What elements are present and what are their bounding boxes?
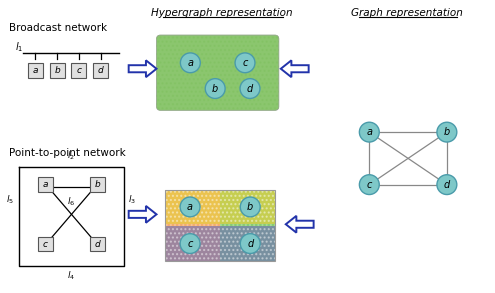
FancyBboxPatch shape xyxy=(94,63,108,78)
Circle shape xyxy=(180,234,200,253)
Text: c: c xyxy=(243,58,248,68)
FancyBboxPatch shape xyxy=(28,63,43,78)
FancyBboxPatch shape xyxy=(91,237,105,251)
Text: b: b xyxy=(444,127,450,137)
Text: $l_1$: $l_1$ xyxy=(15,40,24,54)
Text: b: b xyxy=(247,202,253,212)
Text: a: a xyxy=(43,180,48,189)
Text: $l_3$: $l_3$ xyxy=(128,193,136,206)
Text: a: a xyxy=(33,66,38,75)
Text: c: c xyxy=(43,240,48,248)
Text: b: b xyxy=(95,180,100,189)
Circle shape xyxy=(437,122,457,142)
Text: c: c xyxy=(76,66,82,75)
Circle shape xyxy=(437,175,457,195)
Text: a: a xyxy=(187,202,193,212)
Polygon shape xyxy=(281,60,309,77)
FancyBboxPatch shape xyxy=(165,190,275,224)
Text: b: b xyxy=(212,84,218,93)
Text: d: d xyxy=(95,240,100,248)
Text: Hypergraph representation: Hypergraph representation xyxy=(151,8,293,18)
Polygon shape xyxy=(129,206,156,223)
Text: a: a xyxy=(187,58,194,68)
Text: Broadcast network: Broadcast network xyxy=(9,23,107,33)
FancyBboxPatch shape xyxy=(38,177,52,192)
Circle shape xyxy=(240,197,260,217)
FancyBboxPatch shape xyxy=(38,237,52,251)
Text: $l_5$: $l_5$ xyxy=(6,193,14,206)
FancyBboxPatch shape xyxy=(50,63,64,78)
Circle shape xyxy=(359,122,379,142)
Text: d: d xyxy=(247,239,253,248)
Circle shape xyxy=(180,197,200,217)
Polygon shape xyxy=(129,60,156,77)
FancyBboxPatch shape xyxy=(220,190,275,261)
Text: $l_2$: $l_2$ xyxy=(67,149,75,162)
Circle shape xyxy=(235,53,255,73)
Circle shape xyxy=(205,79,225,98)
Text: d: d xyxy=(247,84,253,93)
Text: d: d xyxy=(98,66,104,75)
Text: Graph representation: Graph representation xyxy=(351,8,463,18)
Circle shape xyxy=(180,53,200,73)
Text: a: a xyxy=(366,127,372,137)
FancyBboxPatch shape xyxy=(71,63,87,78)
FancyBboxPatch shape xyxy=(165,226,275,261)
Circle shape xyxy=(359,175,379,195)
Text: c: c xyxy=(367,180,372,190)
Text: b: b xyxy=(54,66,60,75)
Text: $l_4$: $l_4$ xyxy=(67,270,75,282)
Text: $l_6$: $l_6$ xyxy=(67,195,75,208)
Circle shape xyxy=(240,234,260,253)
Text: c: c xyxy=(188,239,193,248)
FancyBboxPatch shape xyxy=(165,190,220,261)
FancyBboxPatch shape xyxy=(91,177,105,192)
Polygon shape xyxy=(286,216,314,233)
Text: Point-to-point network: Point-to-point network xyxy=(9,148,126,158)
FancyBboxPatch shape xyxy=(156,35,279,110)
Circle shape xyxy=(240,79,260,98)
Text: d: d xyxy=(444,180,450,190)
